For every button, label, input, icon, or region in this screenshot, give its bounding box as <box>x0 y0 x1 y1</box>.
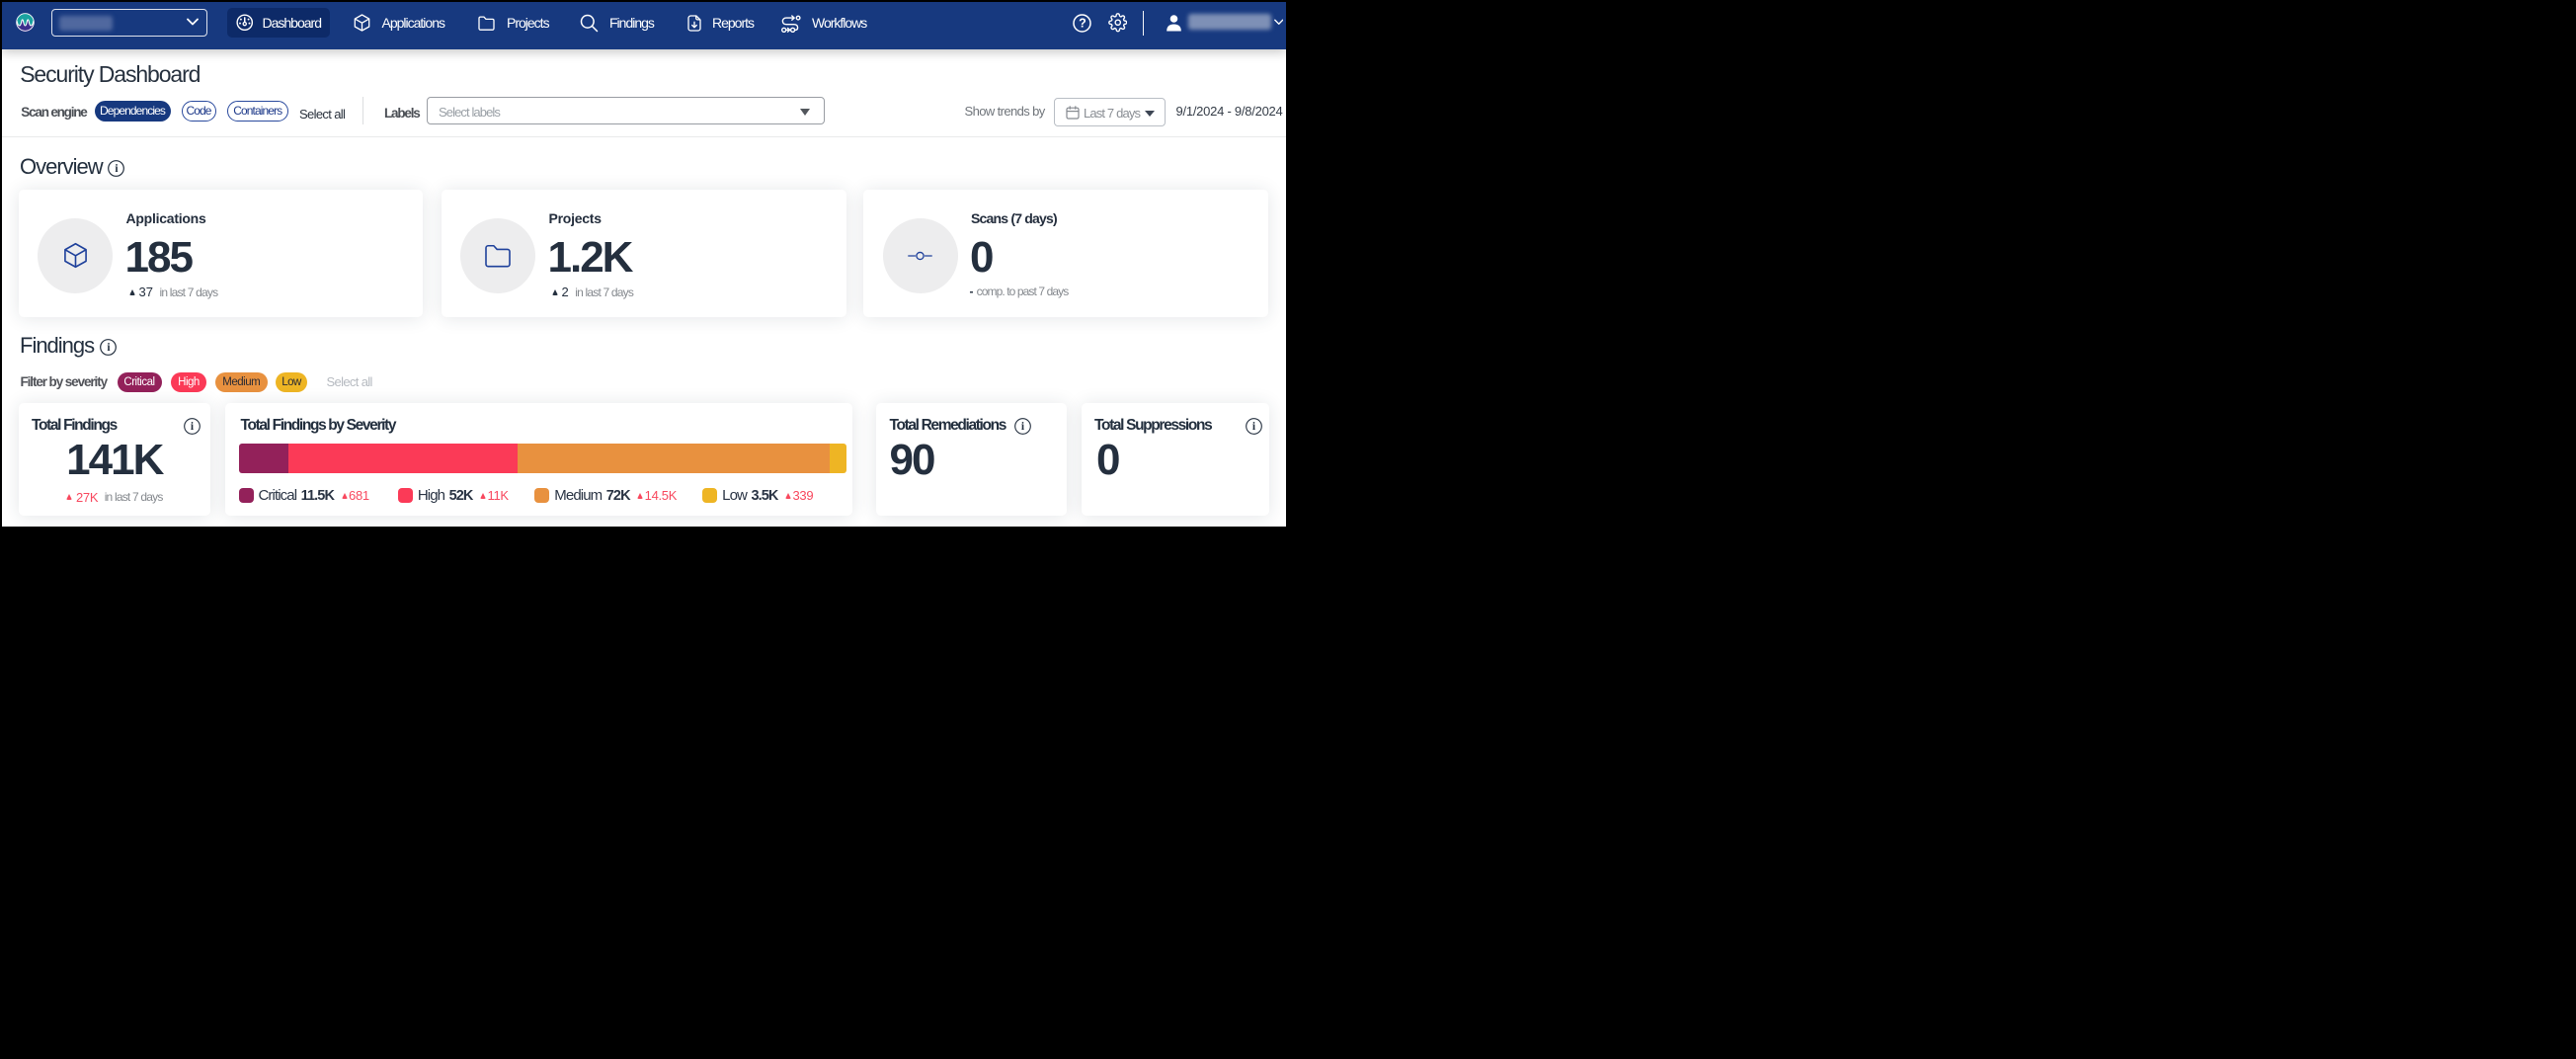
svg-text:i: i <box>107 342 111 354</box>
svg-text:i: i <box>1021 421 1025 433</box>
svg-text:i: i <box>116 163 120 175</box>
svg-text:i: i <box>1252 421 1256 433</box>
svg-text:?: ? <box>1079 16 1086 30</box>
svg-text:i: i <box>190 421 194 433</box>
